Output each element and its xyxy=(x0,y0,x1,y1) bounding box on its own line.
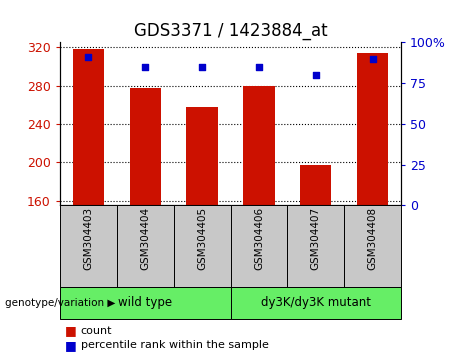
Point xyxy=(312,72,319,78)
Point xyxy=(142,64,149,70)
Bar xyxy=(243,86,275,205)
Bar xyxy=(357,53,388,205)
Text: dy3K/dy3K mutant: dy3K/dy3K mutant xyxy=(261,296,371,309)
Point xyxy=(198,64,206,70)
Bar xyxy=(73,49,104,205)
Text: GSM304403: GSM304403 xyxy=(83,207,94,270)
Text: ■: ■ xyxy=(65,339,76,352)
Point xyxy=(85,54,92,60)
Text: GSM304407: GSM304407 xyxy=(311,207,321,270)
Text: GSM304408: GSM304408 xyxy=(367,207,378,270)
Bar xyxy=(186,107,218,205)
Text: wild type: wild type xyxy=(118,296,172,309)
Point xyxy=(369,56,376,62)
Text: percentile rank within the sample: percentile rank within the sample xyxy=(81,340,269,350)
Bar xyxy=(130,88,161,205)
Text: count: count xyxy=(81,326,112,336)
Title: GDS3371 / 1423884_at: GDS3371 / 1423884_at xyxy=(134,22,327,40)
Text: ■: ■ xyxy=(65,325,76,337)
Text: GSM304404: GSM304404 xyxy=(140,207,150,270)
Text: GSM304406: GSM304406 xyxy=(254,207,264,270)
Text: GSM304405: GSM304405 xyxy=(197,207,207,270)
Text: genotype/variation ▶: genotype/variation ▶ xyxy=(5,298,115,308)
Bar xyxy=(300,165,331,205)
Point xyxy=(255,64,263,70)
